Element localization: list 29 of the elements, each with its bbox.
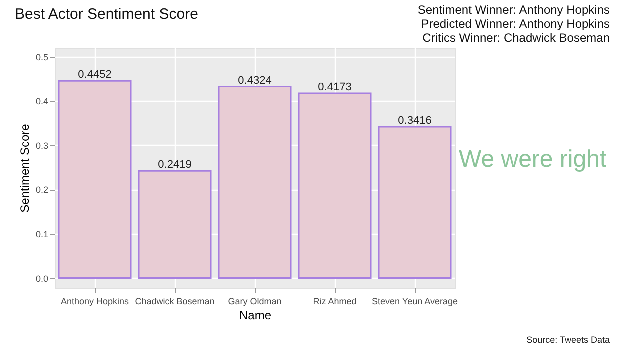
bar xyxy=(58,80,132,280)
x-tick-label: Riz Ahmed xyxy=(313,296,357,306)
x-axis-title: Name xyxy=(239,308,272,322)
bar xyxy=(218,86,292,280)
text: We were right xyxy=(459,146,607,173)
y-tick-label: 0.1 xyxy=(36,229,48,240)
text: Sentiment Winner: Anthony Hopkins xyxy=(418,3,610,17)
y-tick-label: 0.4 xyxy=(36,96,48,107)
data-label: 0.2419 xyxy=(158,159,192,172)
y-axis-title: Sentiment Score xyxy=(18,124,32,213)
text: Critics Winner: Chadwick Boseman xyxy=(422,31,610,45)
y-tick-label: 0.3 xyxy=(36,140,48,151)
data-label: 0.4324 xyxy=(238,74,272,87)
x-tick-label: Gary Oldman xyxy=(228,296,282,306)
text: Predicted Winner: Anthony Hopkins xyxy=(421,17,610,31)
bar xyxy=(298,92,372,280)
x-tick-label: Anthony Hopkins xyxy=(60,296,130,306)
source-note: Source: Tweets Data xyxy=(526,335,610,345)
y-tick-label: 0.2 xyxy=(36,185,48,196)
data-label: 0.4452 xyxy=(78,69,112,82)
y-tick-label: 0.0 xyxy=(36,274,48,284)
x-tick-label: Chadwick Boseman xyxy=(135,296,215,306)
bar xyxy=(378,126,452,280)
x-tick-label: Steven Yeun Average xyxy=(372,296,458,306)
chart-title: Best Actor Sentiment Score xyxy=(15,6,198,23)
data-label: 0.3416 xyxy=(398,114,432,127)
data-label: 0.4173 xyxy=(318,81,352,94)
bar xyxy=(138,170,212,280)
y-tick-label: 0.5 xyxy=(36,52,48,62)
